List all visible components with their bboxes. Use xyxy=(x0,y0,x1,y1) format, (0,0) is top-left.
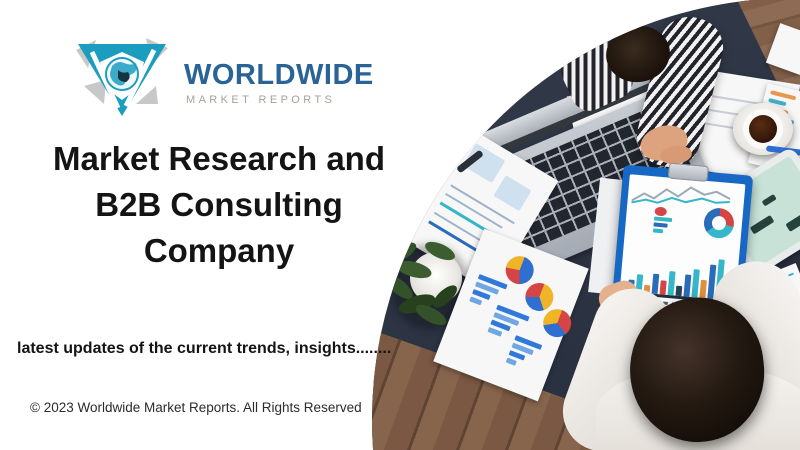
clipboard-clip xyxy=(667,162,709,182)
mini-bar xyxy=(652,228,664,234)
logo: WORLDWIDE MARKET REPORTS xyxy=(70,34,374,122)
clipboard-bar xyxy=(683,274,692,297)
hbar xyxy=(505,357,517,366)
title-line-1: Market Research and xyxy=(53,140,385,177)
mini-bar-chart xyxy=(652,216,673,234)
mini-bar xyxy=(653,222,668,228)
copyright: © 2023 Worldwide Market Reports. All Rig… xyxy=(30,400,362,415)
clipboard-paper xyxy=(618,174,746,316)
brand-name: WORLDWIDE xyxy=(184,59,374,91)
title-line-2: B2B Consulting xyxy=(95,186,343,223)
clipboard-bar xyxy=(691,269,700,298)
photo-circle xyxy=(372,0,800,450)
tablet-mark xyxy=(785,209,800,232)
tablet-mark xyxy=(761,193,777,207)
tagline: latest updates of the current trends, in… xyxy=(17,340,392,357)
desk-scene xyxy=(372,0,800,450)
clipboard-bar xyxy=(699,279,707,299)
clipboard-bar xyxy=(651,273,660,295)
clipboard-bar xyxy=(667,271,676,296)
clipboard-bar xyxy=(675,285,683,297)
mini-bar xyxy=(653,216,673,223)
logo-text: WORLDWIDE MARKET REPORTS xyxy=(184,60,374,106)
pie-chart-icon xyxy=(539,304,576,342)
clipboard xyxy=(610,162,754,324)
area-chart-icon xyxy=(631,186,731,204)
coffee xyxy=(749,115,777,143)
brand-subtitle: MARKET REPORTS xyxy=(186,94,336,106)
hbar xyxy=(469,296,483,306)
title-line-3: Company xyxy=(143,232,295,269)
globe-triangle-icon xyxy=(76,38,168,116)
hbar xyxy=(487,327,503,337)
page-title: Market Research and B2B Consulting Compa… xyxy=(0,136,438,274)
red-marker xyxy=(654,206,668,217)
tablet-mark xyxy=(749,214,775,235)
doc-image-block xyxy=(493,175,532,212)
pie-chart-icon xyxy=(501,252,538,289)
clipboard-bar xyxy=(659,280,667,295)
